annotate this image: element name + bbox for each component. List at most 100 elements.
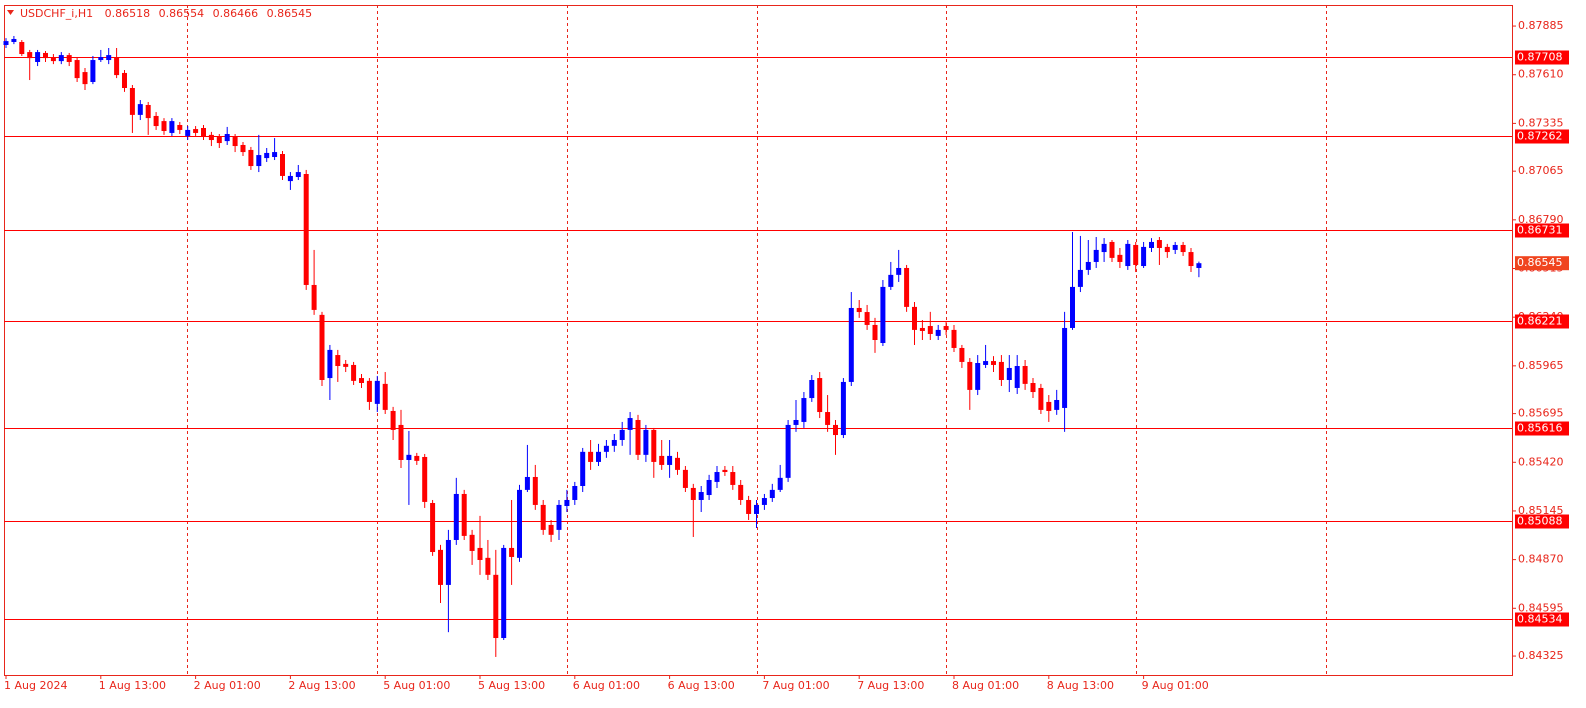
candle-body [327,349,333,379]
candle-body [769,489,775,499]
candle-body [232,137,238,147]
candle-body [201,127,206,138]
candle-body [840,381,846,436]
candle-body [224,134,230,142]
candle-body [959,347,965,362]
x-tick-label: 2 Aug 01:00 [194,679,261,692]
candle-body [406,454,412,460]
level-label-box [1515,223,1569,238]
candle-body [98,57,104,61]
candle-body [445,539,451,585]
candle-body [730,472,736,485]
level-label: 0.87262 [1517,130,1563,143]
candle-body [975,363,981,390]
candle-body [524,476,530,490]
candle-body [35,52,41,62]
candle-body [864,312,870,325]
level-label: 0.86221 [1517,315,1563,328]
candle-body [1038,387,1044,410]
level-label-box [1515,314,1569,329]
candle-body [50,57,56,62]
candle-body [422,456,428,502]
candle-body [738,484,744,500]
candle-body [193,129,199,133]
candle-body [153,115,159,127]
candle-body [1062,327,1068,408]
y-tick-label: 0.85695 [1518,407,1564,420]
candle-body [11,38,17,42]
candle-body [746,499,752,514]
candle-body [1188,252,1194,267]
header-close: 0.86545 [267,7,313,20]
level-label-box [1515,514,1569,529]
candle-body [272,152,278,158]
candle-body [19,41,25,55]
candle-body [1030,383,1036,393]
candle-body [690,487,696,500]
candle-body [303,174,309,285]
candle-body [809,379,815,399]
candle-body [27,52,33,59]
candle-body [485,557,491,575]
candle-body [619,429,625,440]
candle-body [596,451,601,462]
candle-body [1014,366,1020,388]
level-label-box [1515,129,1569,144]
candle-body [517,489,522,558]
candle-body [287,175,293,182]
candle-body [359,378,364,384]
candle-body [256,155,262,167]
candle-body [1196,263,1202,268]
candle-body [880,286,886,344]
candle-body [3,41,9,45]
candle-body [667,455,673,465]
y-tick-label: 0.85145 [1518,504,1564,517]
x-tick-label: 5 Aug 13:00 [478,679,545,692]
candle-body [137,104,143,115]
candle-body [1133,244,1139,265]
y-tick-label: 0.87065 [1518,164,1564,177]
y-tick-label: 0.86790 [1518,213,1564,226]
candle-body [382,383,388,410]
candle-body [1054,399,1060,410]
candle-body [793,419,799,425]
level-label-box [1515,50,1569,65]
level-label-box [1515,612,1569,627]
candle-body [540,504,546,530]
day-separators [187,5,1327,675]
candle-body [777,477,783,490]
candle-body [1077,269,1083,287]
candle-body [509,547,515,557]
candle-body [90,60,96,82]
candle-body [374,380,380,404]
x-tick-label: 7 Aug 13:00 [857,679,924,692]
y-tick-label: 0.85965 [1518,359,1564,372]
candle-body [635,419,641,455]
candle-body [216,137,222,144]
candle-body [983,361,989,365]
price-label-box [1515,256,1569,271]
candle-body [548,524,554,535]
candle-body [556,504,562,530]
y-tick-label: 0.84870 [1518,553,1564,566]
candle-body [264,152,270,159]
candle-body [754,504,759,514]
candle-body [896,267,902,275]
candle-body [366,380,372,402]
candle-body [761,498,767,505]
candle-body [66,55,72,62]
x-tick-label: 1 Aug 13:00 [99,679,166,692]
candle-body [319,314,325,380]
candle-body [122,72,127,88]
candle-body [588,451,594,462]
y-tick-label: 0.87335 [1518,116,1564,129]
candle-body [912,306,917,330]
candle-body [82,72,88,85]
candle-body [1149,241,1154,248]
candle-body [1156,240,1162,248]
candle-body [1085,261,1091,270]
x-tick-label: 8 Aug 01:00 [952,679,1019,692]
x-tick-label: 6 Aug 01:00 [573,679,640,692]
candle-body [1101,243,1107,253]
